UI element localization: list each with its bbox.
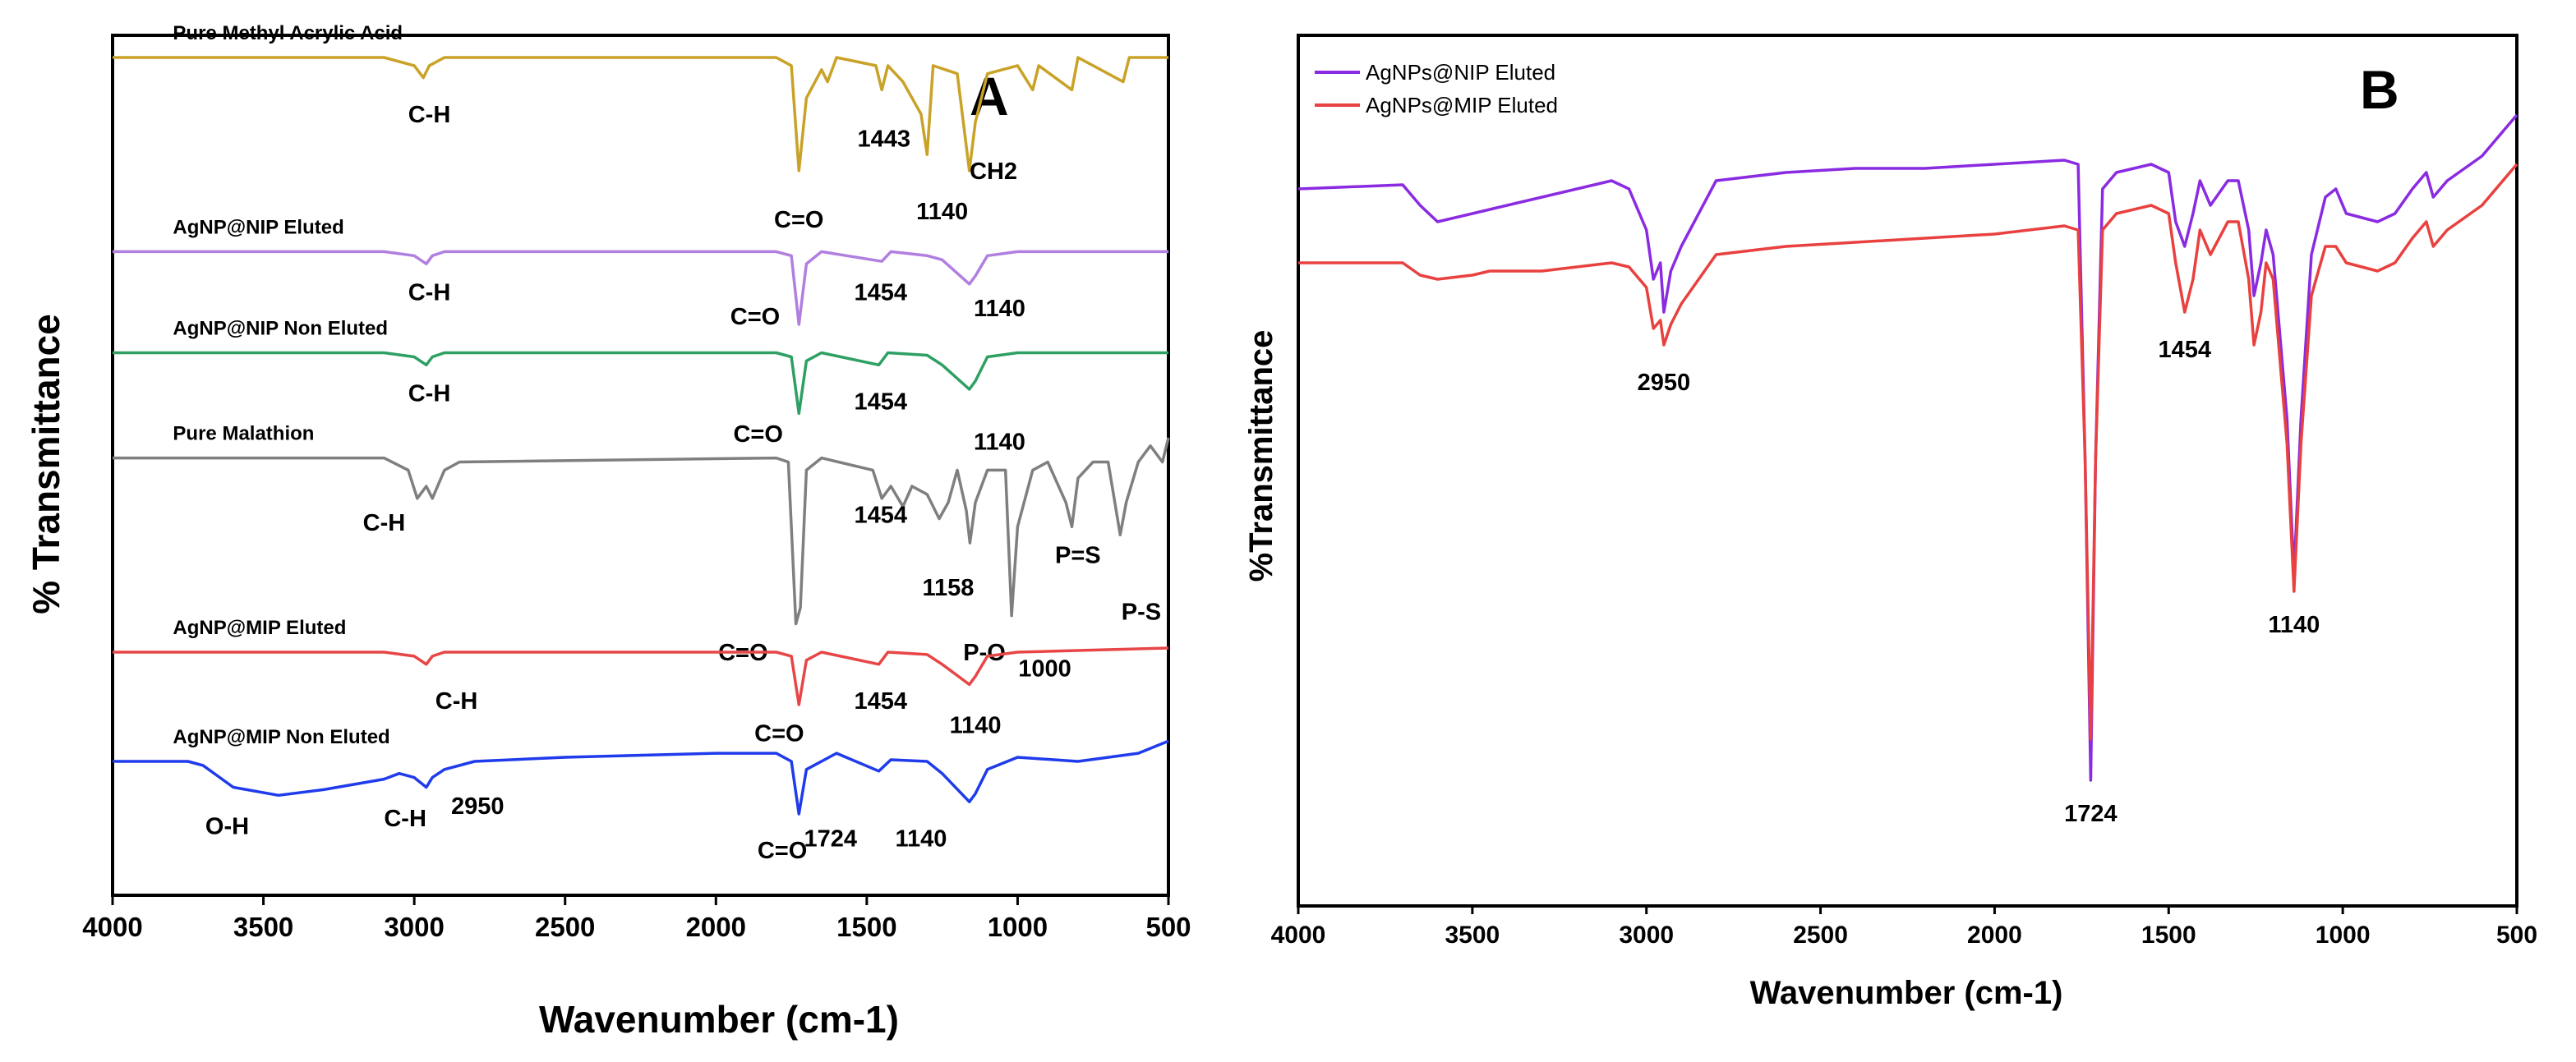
- panel-a-x-tick-label: 2000: [686, 912, 746, 942]
- legend-label-agnps-mip-eluted: AgNPs@MIP Eluted: [1366, 93, 1558, 117]
- panel-b-x-tick-label: 500: [2496, 922, 2537, 949]
- panel-b-series: [1297, 113, 2518, 782]
- panel-b-y-axis-title: %Transmittance: [1243, 330, 1279, 582]
- peak-label: 1140: [895, 825, 947, 852]
- panel-b-x-tick-label: 3000: [1619, 922, 1674, 949]
- series-label-agnp-mip-eluted: AgNP@MIP Eluted: [173, 617, 346, 639]
- panel-b-x-tick-label: 1000: [2316, 922, 2371, 949]
- panel-b-frame: [1297, 34, 2518, 908]
- series-agnp-nip-non-eluted: AgNP@NIP Non Eluted C-H C=O 1454 1140: [113, 318, 1168, 456]
- panel-a-x-axis-title: Wavenumber (cm-1): [539, 998, 899, 1041]
- peak-label: 1454: [2159, 337, 2212, 363]
- peak-label: 1140: [950, 712, 1002, 738]
- peak-label: C-H: [408, 280, 451, 306]
- peak-label: 1140: [974, 430, 1025, 456]
- series-line-agnp-mip-non-eluted: [113, 739, 1169, 816]
- panel-b-legend: AgNPs@NIP Eluted AgNPs@MIP Eluted: [1315, 60, 1558, 117]
- panel-a: A 4000 3500 3000 2500 2000 1500 1000 500 Pure M…: [25, 22, 1191, 1041]
- series-pure-methyl-acrylic-acid: Pure Methyl Acrylic Acid C-H 1443 C=O 1140CH…: [113, 22, 1168, 233]
- peak-label: 1454: [854, 502, 907, 528]
- peak-label: CH2: [970, 159, 1017, 185]
- series-label-pure-methyl-acrylic-acid: Pure Methyl Acrylic Acid: [173, 22, 403, 44]
- legend-label-agnps-nip-eluted: AgNPs@NIP Eluted: [1366, 60, 1555, 85]
- peak-label: C=O: [758, 838, 807, 864]
- panel-a-x-ticks: 4000 3500 3000 2500 2000 1500 1000 500: [82, 895, 1191, 942]
- series-agnp-mip-eluted: AgNP@MIP Eluted C-H C=O 1454 1140: [113, 617, 1169, 747]
- panel-b-letter: B: [2360, 59, 2399, 120]
- peak-label: 1454: [854, 688, 907, 715]
- peak-label: 1724: [804, 825, 858, 852]
- peak-label: C=O: [733, 421, 782, 448]
- peak-label: O-H: [205, 814, 249, 840]
- panel-b: B AgNPs@NIP Eluted AgNPs@MIP Eluted 4000 3…: [1243, 34, 2537, 1011]
- series-label-pure-malathion: Pure Malathion: [173, 423, 314, 445]
- series-agnp-nip-eluted: AgNP@NIP Eluted C-H C=O 1454 1140: [113, 216, 1168, 330]
- series-label-agnp-nip-non-eluted: AgNP@NIP Non Eluted: [173, 318, 388, 340]
- peak-label: 1443: [858, 126, 911, 152]
- panel-a-x-tick-label: 3000: [384, 912, 444, 942]
- peak-label: C=O: [730, 304, 780, 330]
- panel-a-x-tick-label: 1000: [988, 912, 1048, 942]
- peak-label: 2950: [1638, 370, 1691, 396]
- peak-label: 2950: [451, 793, 505, 820]
- peak-label: C-H: [363, 510, 406, 536]
- panel-b-x-tick-label: 2000: [1967, 922, 2022, 949]
- panel-b-x-tick-label: 3500: [1445, 922, 1500, 949]
- peak-label: 1140: [2268, 612, 2320, 638]
- peak-label: C-H: [435, 688, 478, 715]
- series-line-agnps-nip-eluted: [1297, 113, 2518, 782]
- panel-b-x-axis-title: Wavenumber (cm-1): [1750, 975, 2063, 1011]
- panel-a-x-tick-label: 3500: [233, 912, 293, 942]
- series-label-agnp-mip-non-eluted: AgNP@MIP Non Eluted: [173, 726, 389, 748]
- panel-b-annotations: 2950 1454 1140 1724: [1638, 337, 2320, 827]
- panel-b-x-tick-label: 1500: [2141, 922, 2196, 949]
- panel-a-x-tick-label: 1500: [836, 912, 896, 942]
- series-line-agnp-nip-eluted: [113, 250, 1168, 326]
- peak-label: P-S: [1122, 600, 1161, 626]
- panel-b-x-tick-label: 4000: [1271, 922, 1326, 949]
- series-line-agnps-mip-eluted: [1298, 163, 2518, 741]
- peak-label: 1158: [923, 575, 975, 601]
- series-line-pure-malathion: [113, 437, 1170, 626]
- peak-label: C-H: [384, 806, 426, 832]
- series-label-agnp-nip-eluted: AgNP@NIP Eluted: [173, 216, 343, 238]
- peak-label: 1140: [916, 199, 968, 225]
- series-line-agnp-mip-eluted: [113, 646, 1169, 706]
- peak-label: C=O: [774, 207, 823, 233]
- peak-label: 1724: [2064, 801, 2117, 827]
- panel-b-x-ticks: 4000 3500 3000 2500 2000 1500 1000 500: [1271, 906, 2537, 949]
- panel-a-frame: [111, 34, 1170, 897]
- peak-label: 1140: [974, 296, 1025, 322]
- panel-a-y-axis-title: % Transmittance: [25, 314, 67, 614]
- panel-a-x-tick-label: 500: [1145, 912, 1191, 942]
- panel-a-x-tick-label: 4000: [82, 912, 142, 942]
- peak-label: 1000: [1018, 656, 1071, 683]
- peak-label: C-H: [408, 102, 451, 128]
- panel-a-x-tick-label: 2500: [535, 912, 595, 942]
- panel-b-x-tick-label: 2500: [1793, 922, 1848, 949]
- peak-label: 1454: [854, 388, 907, 415]
- peak-label: P=S: [1055, 543, 1101, 569]
- peak-label: 1454: [854, 280, 907, 306]
- series-line-pure-methyl-acrylic-acid: [113, 56, 1168, 172]
- peak-label: C-H: [408, 381, 451, 407]
- peak-label: C=O: [754, 720, 804, 747]
- series-line-agnp-nip-non-eluted: [113, 351, 1168, 416]
